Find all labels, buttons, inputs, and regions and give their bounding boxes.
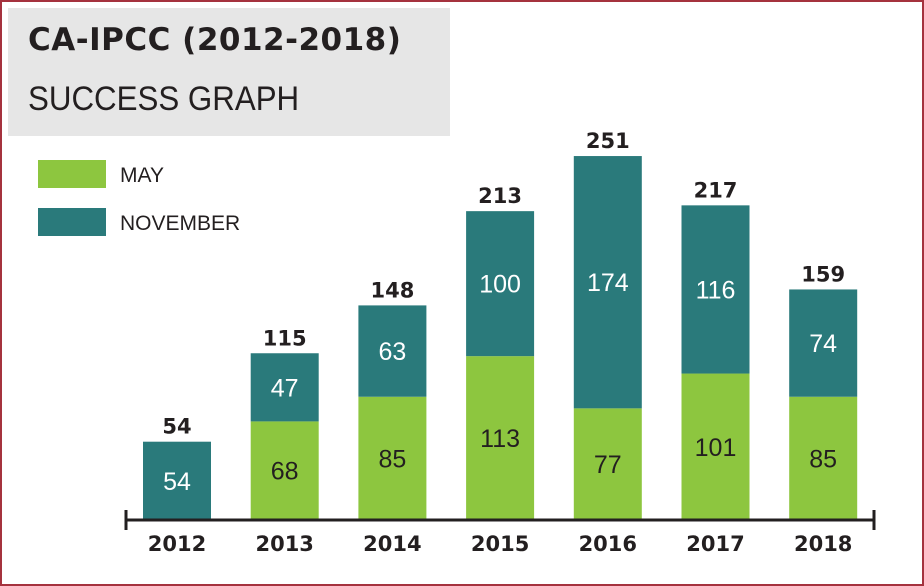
x-tick-label-2014: 2014 [363, 532, 421, 556]
value-label-november-2018: 74 [809, 330, 837, 358]
x-tick-label-2013: 2013 [255, 532, 313, 556]
bar-november-2012 [143, 441, 211, 520]
value-label-november-2015: 100 [479, 271, 521, 299]
value-label-may-2014: 85 [378, 445, 406, 473]
value-label-november-2016: 174 [587, 269, 629, 297]
legend-swatch-may [38, 160, 106, 188]
bar-november-2018 [789, 289, 858, 397]
total-label-2013: 115 [263, 326, 307, 350]
bar-may-2017 [681, 373, 750, 520]
value-label-november-2013: 47 [271, 374, 299, 402]
x-tick-label-2018: 2018 [794, 532, 852, 556]
x-tick-label-2016: 2016 [579, 532, 637, 556]
x-tick-label-2017: 2017 [686, 532, 744, 556]
bar-may-2015 [466, 356, 535, 520]
value-label-november-2012: 54 [163, 468, 191, 496]
x-tick-label-2012: 2012 [148, 532, 206, 556]
value-label-may-2013: 68 [271, 458, 299, 486]
bar-november-2016 [573, 156, 642, 409]
bar-may-2016 [573, 408, 642, 520]
bar-november-2015 [466, 211, 535, 357]
bar-november-2017 [681, 205, 750, 374]
chart-title: CA-IPCC (2012-2018) [28, 22, 402, 58]
chart-subtitle: SUCCESS GRAPH [28, 80, 300, 118]
total-label-2017: 217 [694, 178, 738, 202]
total-label-2018: 159 [801, 262, 845, 286]
total-label-2016: 251 [586, 129, 630, 153]
value-label-may-2016: 77 [594, 451, 622, 479]
total-label-2014: 148 [370, 278, 414, 302]
bar-november-2014 [358, 305, 427, 397]
legend-label-november: NOVEMBER [120, 212, 241, 235]
legend-label-may: MAY [120, 164, 164, 187]
value-label-november-2017: 116 [696, 276, 736, 304]
bar-may-2018 [789, 396, 858, 520]
x-tick-label-2015: 2015 [471, 532, 529, 556]
bar-may-2014 [358, 396, 427, 520]
total-label-2015: 213 [478, 184, 522, 208]
bar-may-2013 [250, 421, 319, 520]
value-label-may-2015: 113 [480, 425, 520, 453]
bar-november-2013 [250, 353, 319, 422]
value-label-may-2017: 101 [695, 434, 737, 462]
total-label-2012: 54 [162, 415, 191, 439]
value-label-may-2018: 85 [809, 445, 837, 473]
value-label-november-2014: 63 [378, 338, 406, 366]
legend-swatch-november [38, 208, 106, 236]
title-box: CA-IPCC (2012-2018) SUCCESS GRAPH [8, 8, 450, 136]
